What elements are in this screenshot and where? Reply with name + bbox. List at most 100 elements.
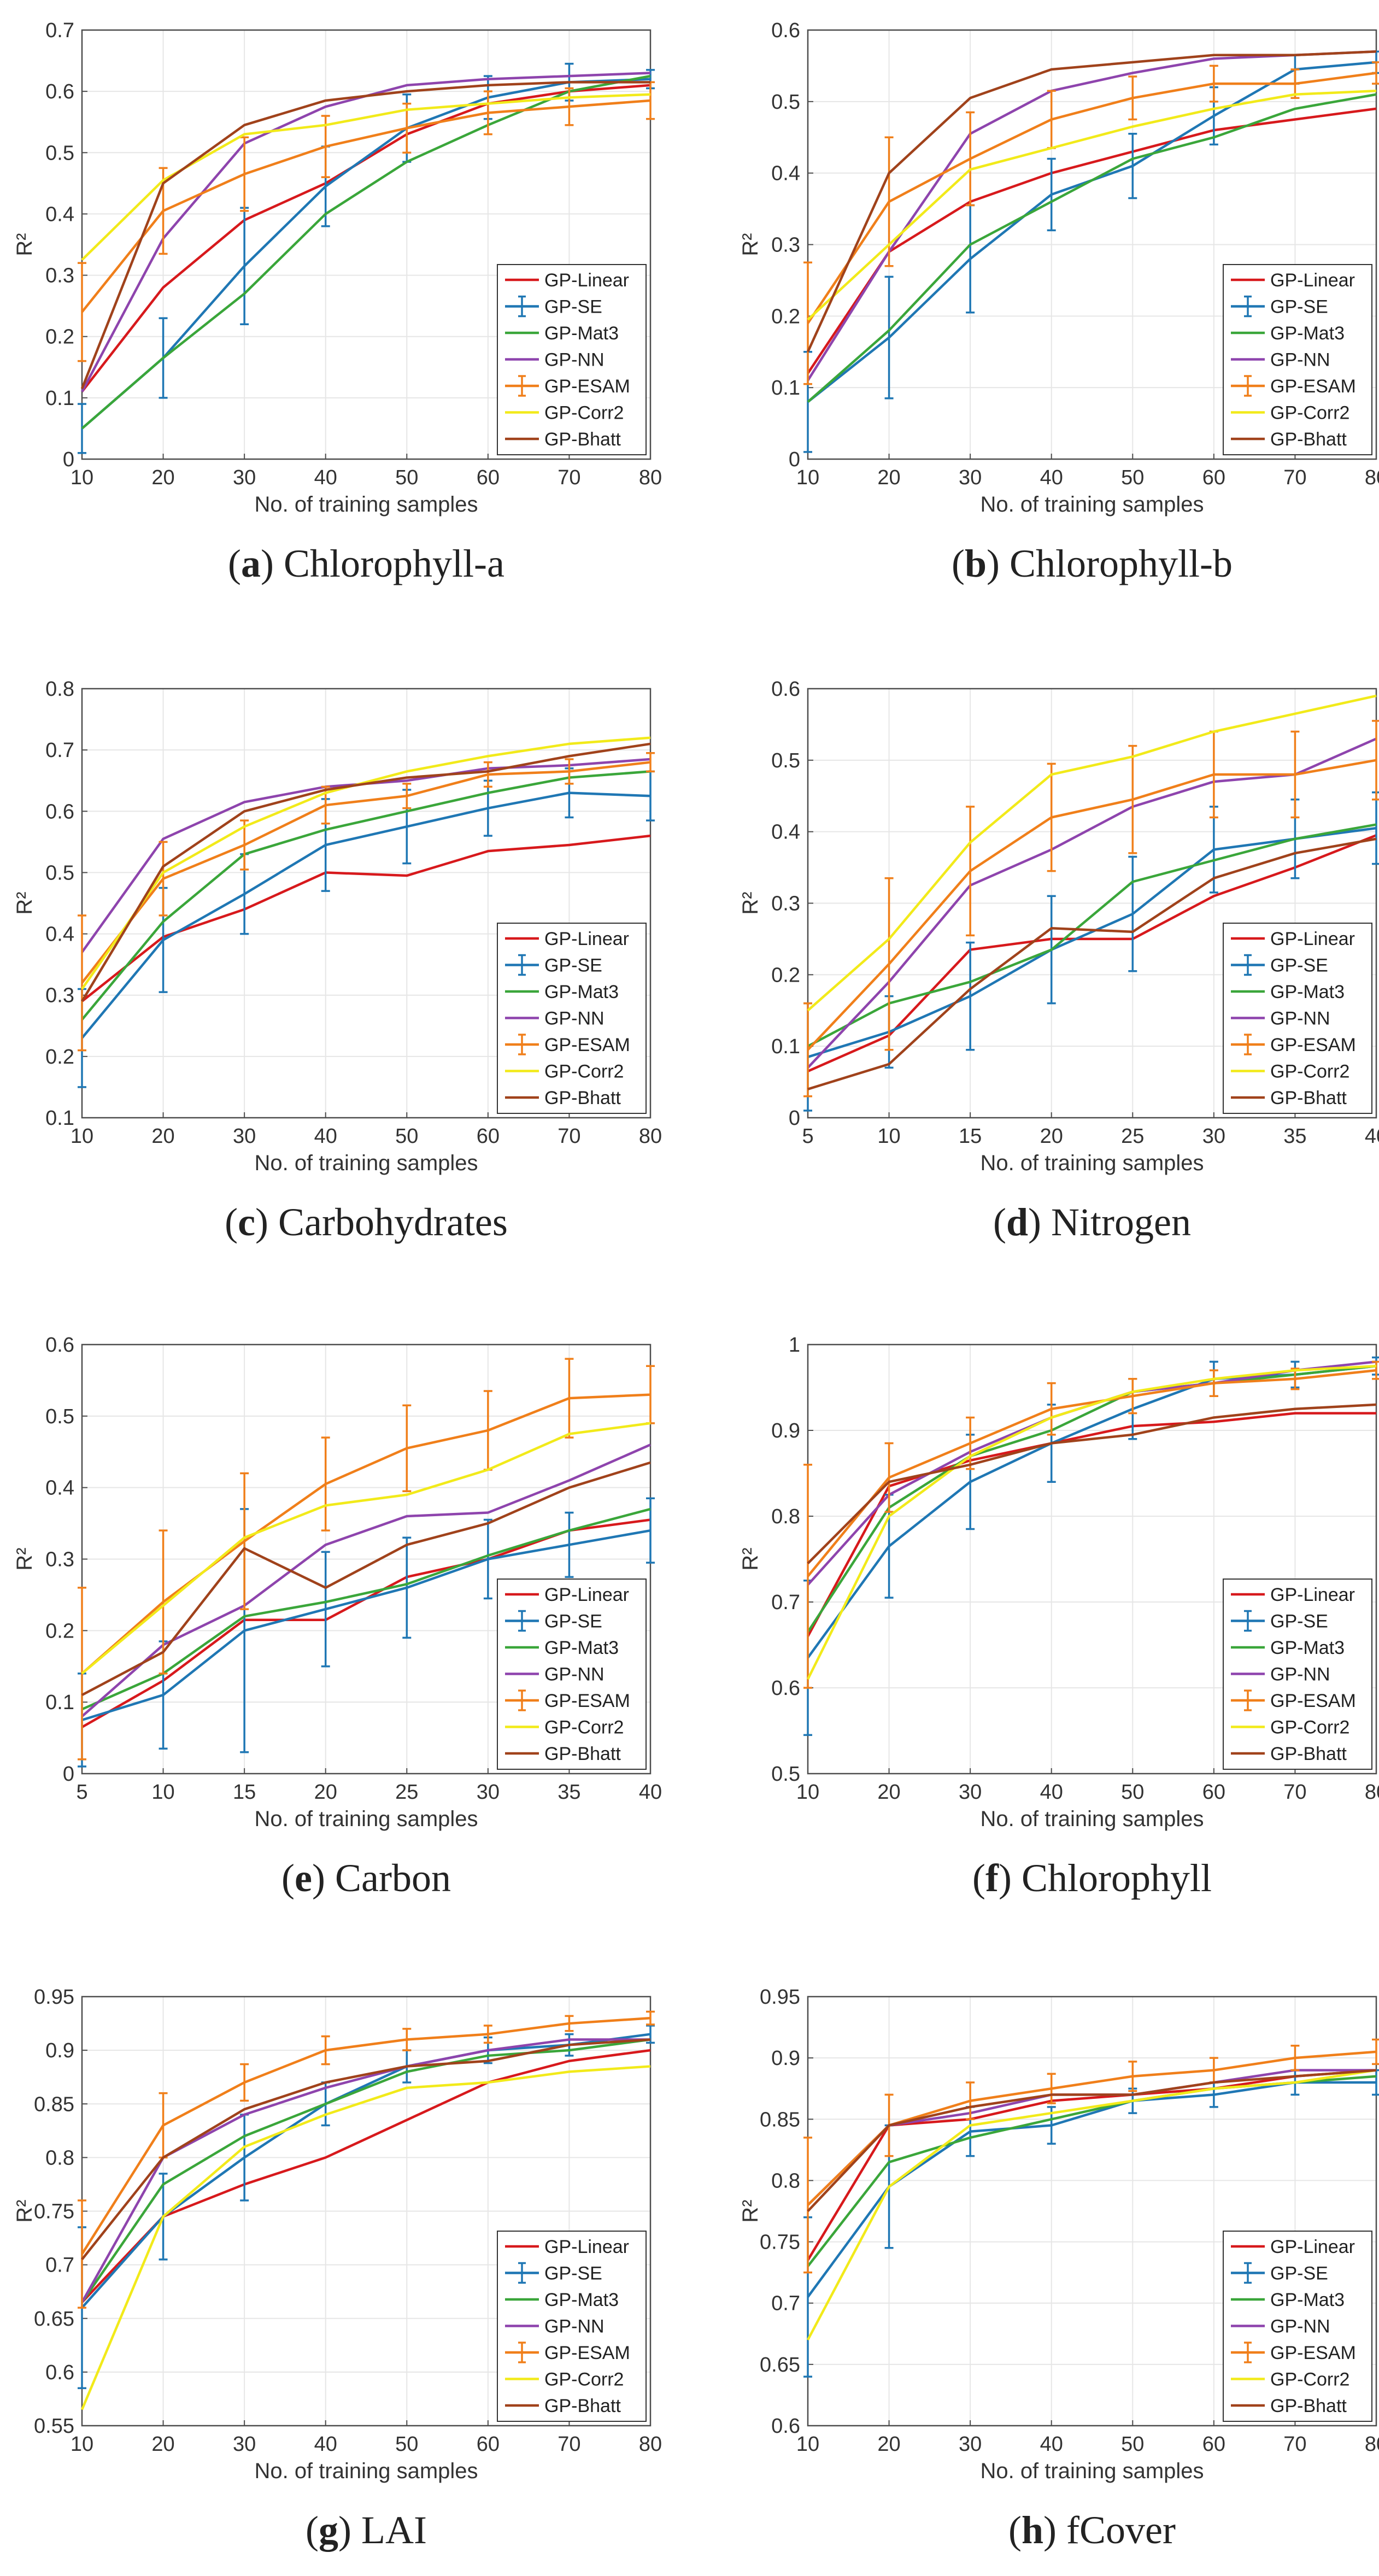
x-tick-label: 50 xyxy=(1121,466,1144,489)
legend-label: GP-Bhatt xyxy=(1270,1088,1347,1108)
y-tick-label: 0.6 xyxy=(771,19,800,42)
legend-label: GP-ESAM xyxy=(544,1691,630,1711)
legend-label: GP-SE xyxy=(1270,297,1328,318)
error-bar xyxy=(803,261,812,385)
y-tick-label: 0.6 xyxy=(771,2415,800,2438)
y-axis-label: R² xyxy=(738,2199,762,2222)
chart-b: 10 20 30 40 50 60 70 80 0 0.1 0.2 0.3 0.4 0.5 0.6 No. o… xyxy=(738,19,1379,517)
y-axis-label: R² xyxy=(738,233,762,256)
error-bar xyxy=(884,877,894,1051)
legend-label: GP-Linear xyxy=(1270,1585,1355,1605)
legend-label: GP-NN xyxy=(544,350,605,371)
legend-label: GP-Mat3 xyxy=(1270,1638,1345,1658)
legend-item: GP-Bhatt xyxy=(505,1744,621,1764)
y-tick-label: 0.6 xyxy=(45,2361,74,2384)
legend-label: GP-ESAM xyxy=(1270,1691,1356,1711)
x-tick-label: 20 xyxy=(151,466,174,489)
legend-label: GP-Linear xyxy=(544,1585,629,1605)
x-tick-label: 10 xyxy=(151,1781,174,1804)
caption-text: Chlorophyll-a xyxy=(274,542,504,585)
series-line-gp-corr2 xyxy=(80,2065,651,2410)
y-tick-label: 0.2 xyxy=(771,305,800,328)
caption-b: (b) Chlorophyll-b xyxy=(951,542,1233,585)
error-bar xyxy=(803,1002,812,1098)
x-tick-label: 50 xyxy=(395,1125,418,1148)
axes-box xyxy=(81,688,652,1119)
legend-item: GP-ESAM xyxy=(1231,2342,1356,2363)
y-tick-label: 0.5 xyxy=(771,749,800,772)
legend-label: GP-NN xyxy=(1270,2316,1330,2337)
legend-item: GP-Linear xyxy=(1231,1585,1355,1605)
error-bar xyxy=(966,1416,975,1470)
error-bar xyxy=(565,1511,574,1578)
caption-a: (a) Chlorophyll-a xyxy=(228,542,504,585)
caption-e: (e) Carbon xyxy=(281,1856,451,1900)
x-tick-label: 50 xyxy=(1121,2433,1144,2456)
series-line-gp-linear xyxy=(807,834,1377,1073)
y-tick-label: 1 xyxy=(789,1334,800,1357)
series-line-gp-linear xyxy=(807,107,1377,374)
legend-label: GP-ESAM xyxy=(1270,1035,1356,1055)
caption-letter: d xyxy=(1006,1200,1029,1244)
error-bar xyxy=(1372,720,1379,801)
legend-label: GP-Bhatt xyxy=(544,2396,621,2416)
y-tick-label: 0.3 xyxy=(771,234,800,257)
series-line-gp-esam xyxy=(807,72,1377,324)
x-tick-label: 20 xyxy=(877,466,900,489)
legend-item: GP-NN xyxy=(1231,1664,1330,1685)
series-line-gp-bhatt xyxy=(807,1403,1377,1564)
series-line-gp-esam xyxy=(81,761,651,984)
y-tick-label: 0.6 xyxy=(45,80,74,103)
x-tick-label: 10 xyxy=(877,1125,900,1148)
series-line-gp-bhatt xyxy=(81,742,651,1002)
legend-item: GP-Corr2 xyxy=(1231,2369,1349,2390)
error-bar xyxy=(240,136,249,212)
legend: GP-Linear GP-SE GP-Mat3 GP-NN GP-ESAM GP-Corr… xyxy=(1223,264,1372,455)
x-axis-label: No. of training samples xyxy=(980,2459,1204,2483)
legend-item: GP-Corr2 xyxy=(505,403,624,424)
y-axis-label: R² xyxy=(738,891,762,914)
series-line-gp-mat3 xyxy=(807,1365,1377,1633)
legend-label: GP-Corr2 xyxy=(1270,403,1349,424)
error-bar xyxy=(565,1358,574,1439)
x-tick-label: 70 xyxy=(1283,466,1306,489)
y-tick-label: 0.8 xyxy=(771,2169,800,2192)
x-tick-label: 5 xyxy=(802,1125,813,1148)
error-bar xyxy=(565,87,574,126)
series-line-gp-bhatt xyxy=(807,2069,1377,2213)
legend-item: GP-NN xyxy=(505,1008,605,1029)
caption-letter: c xyxy=(238,1200,256,1244)
error-bar xyxy=(1372,1360,1379,1380)
caption-d: (d) Nitrogen xyxy=(993,1200,1191,1244)
y-tick-label: 0.95 xyxy=(34,1986,74,2009)
x-tick-label: 30 xyxy=(959,466,982,489)
legend-item: GP-SE xyxy=(1231,295,1328,318)
legend-label: GP-Mat3 xyxy=(544,982,619,1002)
caption-text: Carbohydrates xyxy=(268,1200,508,1244)
legend-item: GP-Mat3 xyxy=(505,982,619,1002)
error-bar xyxy=(240,819,249,871)
legend: GP-Linear GP-SE GP-Mat3 GP-NN GP-ESAM GP-Corr… xyxy=(497,923,647,1114)
error-bar xyxy=(402,102,412,154)
series-line-gp-corr2 xyxy=(81,736,651,990)
chart-f: 10 20 30 40 50 60 70 80 0.5 0.6 0.7 0.8 0.9 1 No. of t… xyxy=(738,1334,1379,1831)
error-bar xyxy=(646,2010,655,2026)
error-bar xyxy=(240,1472,249,1610)
y-tick-label: 0.75 xyxy=(760,2231,800,2254)
x-tick-label: 70 xyxy=(1283,2433,1306,2456)
legend-item: GP-Linear xyxy=(1231,2237,1355,2257)
y-tick-label: 0.3 xyxy=(45,265,74,287)
x-tick-label: 60 xyxy=(1202,466,1225,489)
caption-text: fCover xyxy=(1057,2508,1176,2552)
legend-label: GP-Mat3 xyxy=(544,2290,619,2310)
legend-item: GP-Mat3 xyxy=(505,2290,619,2310)
y-tick-label: 0.7 xyxy=(45,19,74,42)
error-bar xyxy=(321,1436,330,1531)
legend-item: GP-NN xyxy=(505,350,605,371)
legend-item: GP-ESAM xyxy=(505,2342,630,2363)
error-bar xyxy=(159,1529,168,1675)
error-bar xyxy=(483,2025,492,2044)
y-tick-label: 0.3 xyxy=(771,893,800,916)
legend-label: GP-Corr2 xyxy=(1270,1061,1349,1082)
caption-text: LAI xyxy=(351,2508,427,2552)
